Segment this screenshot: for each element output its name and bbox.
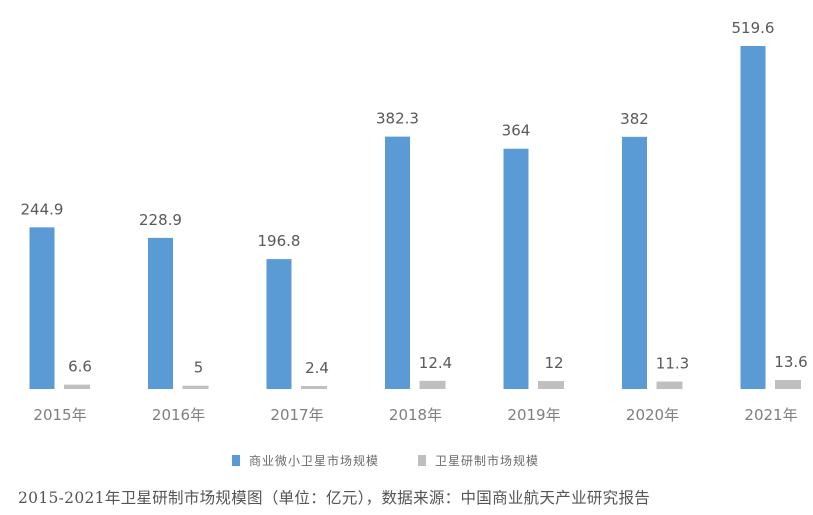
bar-series-2-5	[538, 381, 564, 389]
value-label-series-1-7: 519.6	[732, 19, 775, 37]
bar-series-2-7	[775, 380, 801, 389]
legend-swatch-series-2	[418, 455, 426, 466]
bar-series-2-6	[656, 381, 683, 389]
value-label-series-2-3: 2.4	[305, 359, 329, 377]
bars-layer	[29, 46, 801, 389]
bar-series-1-7	[740, 46, 766, 389]
x-tick-label-4: 2018年	[389, 406, 442, 424]
legend-label-series-2: 卫星研制市场规模	[435, 454, 540, 468]
bar-series-1-3	[266, 259, 292, 389]
bar-series-1-2	[148, 237, 173, 389]
bar-series-2-3	[301, 386, 327, 389]
value-labels-layer: 244.9 6.6 228.9 5 196.8 2.4 382.3 12.4 364 12 382 1…	[21, 19, 808, 377]
x-tick-label-1: 2015年	[33, 406, 86, 424]
value-label-series-1-1: 244.9	[21, 200, 64, 218]
x-tick-label-2: 2016年	[152, 406, 205, 424]
value-label-series-2-4: 12.4	[419, 354, 452, 372]
bar-series-1-1	[29, 227, 55, 389]
x-tick-label-3: 2017年	[270, 406, 323, 424]
value-label-series-2-1: 6.6	[68, 358, 92, 376]
x-tick-label-5: 2019年	[507, 406, 560, 424]
legend-item-series-2: 卫星研制市场规模	[418, 452, 539, 469]
value-label-series-1-6: 382	[620, 110, 649, 128]
bar-chart: 244.9 6.6 228.9 5 196.8 2.4 382.3 12.4 364 12 382 1…	[21, 19, 808, 424]
value-label-series-1-3: 196.8	[258, 232, 301, 250]
value-label-series-2-6: 11.3	[656, 355, 689, 373]
value-label-series-2-7: 13.6	[774, 353, 807, 371]
legend-swatch-series-1	[232, 455, 240, 466]
value-label-series-1-5: 364	[502, 122, 531, 140]
figure-caption: 2015-2021年卫星研制市场规模图（单位：亿元），数据来源：中国商业航天产业…	[18, 489, 651, 507]
x-tick-label-6: 2020年	[626, 406, 679, 424]
value-label-series-2-2: 5	[194, 359, 204, 377]
x-axis-labels: 2015年 2016年 2017年 2018年 2019年 2020年 2021年	[33, 406, 797, 424]
x-tick-label-7: 2021年	[744, 406, 797, 424]
bar-series-2-2	[182, 385, 209, 389]
value-label-series-1-2: 228.9	[139, 211, 182, 229]
bar-series-2-1	[64, 384, 90, 389]
value-label-series-2-5: 12	[544, 354, 563, 372]
value-label-series-1-4: 382.3	[376, 110, 419, 128]
bar-series-1-4	[385, 136, 410, 389]
legend-item-series-1: 商业微小卫星市场规模	[232, 452, 379, 469]
bar-series-2-4	[419, 380, 446, 389]
legend-label-series-1: 商业微小卫星市场规模	[249, 454, 380, 468]
bar-series-1-5	[503, 148, 529, 389]
bar-series-1-6	[622, 136, 647, 389]
legend: 商业微小卫星市场规模 卫星研制市场规模	[0, 452, 813, 472]
